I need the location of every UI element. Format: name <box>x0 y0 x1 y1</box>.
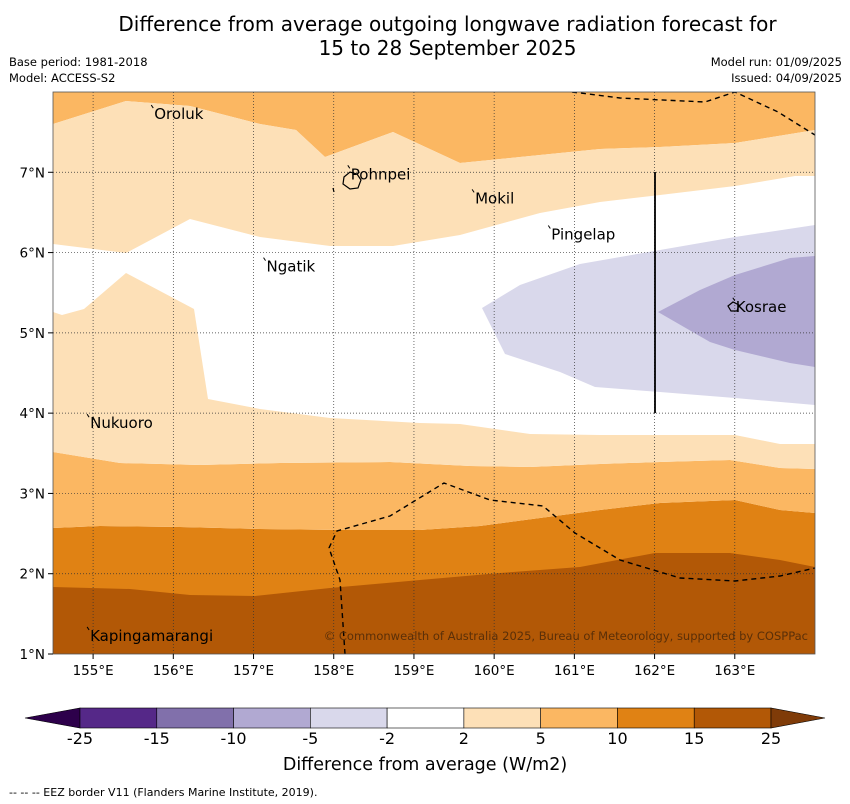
colorbar-tick-label: 25 <box>760 729 782 748</box>
lat-tick-label: 3°N <box>20 486 45 502</box>
place-marker <box>347 165 351 169</box>
place-label: Mokil <box>475 189 514 207</box>
lat-tick-label: 7°N <box>20 165 45 181</box>
place-label: Pingelap <box>551 226 615 244</box>
band-5-10-south <box>53 452 815 530</box>
lat-tick-label: 6°N <box>20 246 45 262</box>
base-period-text: Base period: 1981-2018 <box>9 55 148 69</box>
lon-tick-label: 156°E <box>153 663 194 679</box>
model-run-text: Model run: 01/09/2025 <box>710 55 842 69</box>
lat-tick-label: 5°N <box>20 326 45 342</box>
lon-tick-label: 158°E <box>313 663 354 679</box>
place-marker <box>732 297 736 302</box>
colorbar-segment <box>463 707 541 729</box>
place-label: Kosrae <box>736 298 787 316</box>
title-line-2: 15 to 28 September 2025 <box>318 36 577 60</box>
colorbar-tick-label: 10 <box>607 729 628 748</box>
pohnpei-island-outline <box>342 171 362 190</box>
colorbar-high-extend <box>770 707 826 729</box>
colorbar-segment <box>233 707 311 729</box>
lon-tick-label: 155°E <box>73 663 114 679</box>
lon-tick-label: 160°E <box>474 663 515 679</box>
band-neg5-neg2 <box>482 225 815 405</box>
metadata-right: Model run: 01/09/2025 Issued: 04/09/2025 <box>711 54 842 86</box>
lat-tick-label: 4°N <box>20 406 45 422</box>
colorbar-tick-label: -5 <box>302 729 319 748</box>
plot-frame <box>52 91 816 655</box>
lon-tick-label: 162°E <box>634 663 675 679</box>
colorbar-segment <box>156 707 234 729</box>
pohnpei-islet-mark <box>332 187 335 193</box>
anomaly-field <box>53 92 815 654</box>
lat-tick-label: 1°N <box>20 647 45 663</box>
place-marker <box>86 626 90 631</box>
lon-tick-label: 157°E <box>233 663 274 679</box>
colorbar-segment <box>693 707 772 729</box>
eez-border-south <box>328 482 815 654</box>
place-marker <box>471 189 475 193</box>
place-label: Kapingamarangi <box>90 627 213 645</box>
place-marker <box>547 225 551 229</box>
lon-tick-label: 163°E <box>714 663 755 679</box>
colorbar-tick-label: 5 <box>535 729 546 748</box>
band-2-5-north <box>53 101 815 253</box>
colorbar-segment <box>617 707 695 729</box>
colorbar-low-extend <box>24 707 81 729</box>
colorbar-tick-label: -10 <box>220 729 247 748</box>
colorbar-segment <box>386 707 465 729</box>
latitude-labels: 1°N 2°N 3°N 4°N 5°N 6°N 7°N <box>20 165 53 663</box>
place-label: Ngatik <box>267 258 316 276</box>
colorbar-tick-label: -15 <box>143 729 170 748</box>
place-marker <box>263 257 266 261</box>
model-text: Model: ACCESS-S2 <box>9 71 116 85</box>
colorbar-tick-label: 15 <box>684 729 705 748</box>
eez-borders <box>328 92 815 654</box>
place-label: Nukuoro <box>90 414 153 432</box>
colorbar-tick-label: -2 <box>379 729 396 748</box>
place-marker <box>150 104 154 109</box>
band-2-5-south <box>53 273 815 469</box>
place-labels: Oroluk Pohnpei Mokil Pingelap Ngatik Kosrae Nu… <box>86 104 787 645</box>
colorbar <box>24 707 826 729</box>
colorbar-title: Difference from average (W/m2) <box>282 755 568 775</box>
eez-legend-note: -- -- -- EEZ border V11 (Flanders Marine… <box>9 786 318 799</box>
issued-text: Issued: 04/09/2025 <box>731 71 842 85</box>
band-5-10-north <box>53 92 815 163</box>
lat-tick-label: 2°N <box>20 567 45 583</box>
place-label: Pohnpei <box>351 165 411 183</box>
copyright-text: © Commonwealth of Australia 2025, Bureau… <box>324 629 808 643</box>
colorbar-tick-label: -25 <box>66 729 94 748</box>
colorbar-segment <box>540 707 618 729</box>
map-title: Difference from average outgoing longwav… <box>0 12 850 60</box>
lon-tick-label: 159°E <box>393 663 434 679</box>
band-15-25 <box>53 553 815 654</box>
colorbar-segment <box>310 707 388 729</box>
colorbar-segment <box>79 707 158 729</box>
lon-tick-label: 161°E <box>554 663 595 679</box>
metadata-left: Base period: 1981-2018 Model: ACCESS-S2 <box>9 54 148 86</box>
kosrae-island-outline <box>727 301 740 312</box>
eez-border-north <box>571 92 815 136</box>
colorbar-tick-label: 2 <box>458 729 469 748</box>
place-marker <box>86 413 90 418</box>
title-line-1: Difference from average outgoing longwav… <box>118 12 777 36</box>
longitude-labels: 155°E 156°E 157°E 158°E 159°E 160°E 161°E 162°E… <box>73 654 755 679</box>
place-label: Oroluk <box>154 105 203 123</box>
